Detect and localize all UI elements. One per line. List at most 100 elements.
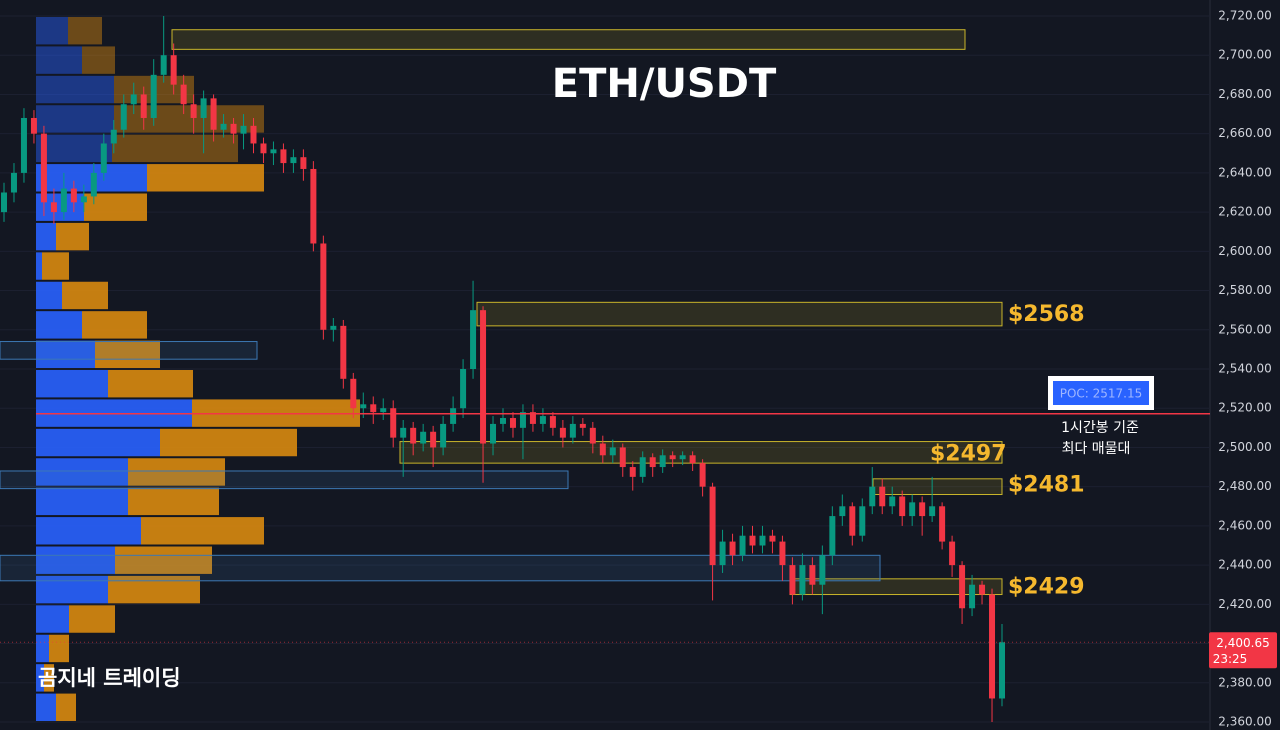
vp-sell: [68, 17, 102, 45]
y-tick-label: 2,480.00: [1218, 479, 1271, 493]
candle-body: [460, 369, 467, 409]
y-tick-label: 2,420.00: [1218, 597, 1271, 611]
candle-body: [729, 541, 736, 556]
candle-body: [719, 541, 726, 566]
candle-body: [819, 555, 826, 585]
candle-body: [80, 196, 87, 203]
candle-body: [270, 149, 277, 154]
candle-body: [280, 149, 287, 164]
candle-body: [599, 443, 606, 456]
candle-body: [360, 404, 367, 409]
y-tick-label: 2,680.00: [1218, 87, 1271, 101]
candle-body: [20, 117, 27, 173]
vp-sell: [42, 252, 69, 280]
candle-body: [549, 416, 556, 428]
countdown: 23:25: [1213, 652, 1248, 666]
candle-body: [310, 168, 317, 244]
candle-body: [989, 594, 996, 699]
y-tick-label: 2,540.00: [1218, 362, 1271, 376]
vp-sell: [147, 164, 264, 192]
vp-buy: [36, 693, 56, 721]
candle-body: [320, 243, 327, 330]
candle-body: [979, 584, 986, 595]
candle-body: [380, 408, 387, 413]
candle-body: [999, 642, 1005, 699]
candle-body: [909, 502, 916, 517]
zone: [0, 470, 569, 490]
y-tick-label: 2,460.00: [1218, 518, 1271, 532]
vp-buy: [36, 75, 114, 104]
chart-title: ETH/USDT: [552, 61, 777, 107]
vp-sell: [82, 311, 147, 339]
vp-sell: [95, 340, 160, 368]
vp-buy: [36, 370, 108, 398]
vp-buy: [36, 105, 114, 133]
vp-buy: [36, 340, 95, 368]
vp-buy: [36, 546, 115, 574]
candle-body: [440, 423, 447, 448]
vp-buy: [36, 134, 112, 163]
candle-body: [210, 98, 217, 130]
vp-buy: [36, 634, 49, 663]
y-tick-label: 2,380.00: [1218, 675, 1271, 689]
candle-body: [929, 506, 936, 517]
vp-sell: [82, 46, 115, 74]
candle-body: [160, 55, 167, 75]
zone: [0, 554, 881, 582]
candle-body: [10, 172, 17, 193]
candle-body: [110, 129, 117, 144]
candle-body: [330, 325, 337, 330]
candle-body: [390, 408, 397, 438]
vp-buy: [36, 281, 62, 310]
candle-body: [70, 188, 77, 203]
candle-body: [939, 506, 946, 542]
candle-body: [749, 535, 756, 546]
vp-sell: [115, 546, 212, 574]
candle-body: [769, 535, 776, 542]
candle-body: [190, 104, 197, 118]
last-price-tag: [1209, 632, 1277, 669]
candle-body: [689, 455, 696, 464]
vp-buy: [36, 222, 56, 251]
candle-body: [509, 418, 516, 428]
candle-body: [400, 427, 407, 438]
vp-sell: [62, 281, 108, 310]
poc-label: POC: 2517.15: [1060, 387, 1143, 401]
candle-body: [859, 506, 866, 536]
candle-body: [569, 423, 576, 438]
candle-body: [120, 104, 127, 130]
zone: [399, 441, 1003, 464]
y-tick-label: 2,560.00: [1218, 322, 1271, 336]
y-tick-label: 2,600.00: [1218, 244, 1271, 258]
candle-body: [659, 455, 666, 468]
candle-body: [420, 431, 427, 444]
vp-sell: [128, 487, 219, 516]
candle-body: [959, 565, 966, 609]
vp-buy: [36, 46, 82, 74]
candle-body: [699, 463, 706, 487]
y-tick-label: 2,660.00: [1218, 126, 1271, 140]
watermark: 곰지네 트레이딩: [38, 666, 181, 690]
candle-body: [779, 541, 786, 566]
candle-body: [300, 157, 307, 169]
vp-sell: [112, 134, 238, 163]
zones: [0, 29, 1003, 596]
candle-body: [849, 506, 856, 536]
y-tick-label: 2,700.00: [1218, 48, 1271, 62]
vp-sell: [141, 517, 264, 545]
candle-body: [799, 565, 806, 595]
candle-body: [759, 535, 766, 546]
candle-body: [899, 496, 906, 517]
candle-body: [629, 467, 636, 477]
vp-sell: [84, 193, 147, 221]
candle-body: [589, 427, 596, 444]
candle-body: [90, 172, 97, 197]
candle-body: [130, 94, 137, 105]
candle-body: [480, 310, 487, 444]
candle-body: [350, 378, 357, 409]
candle-body: [889, 496, 896, 507]
candle-body: [410, 427, 417, 444]
candle-body: [370, 404, 377, 413]
candle-body: [619, 447, 626, 468]
candle-body: [500, 418, 506, 424]
